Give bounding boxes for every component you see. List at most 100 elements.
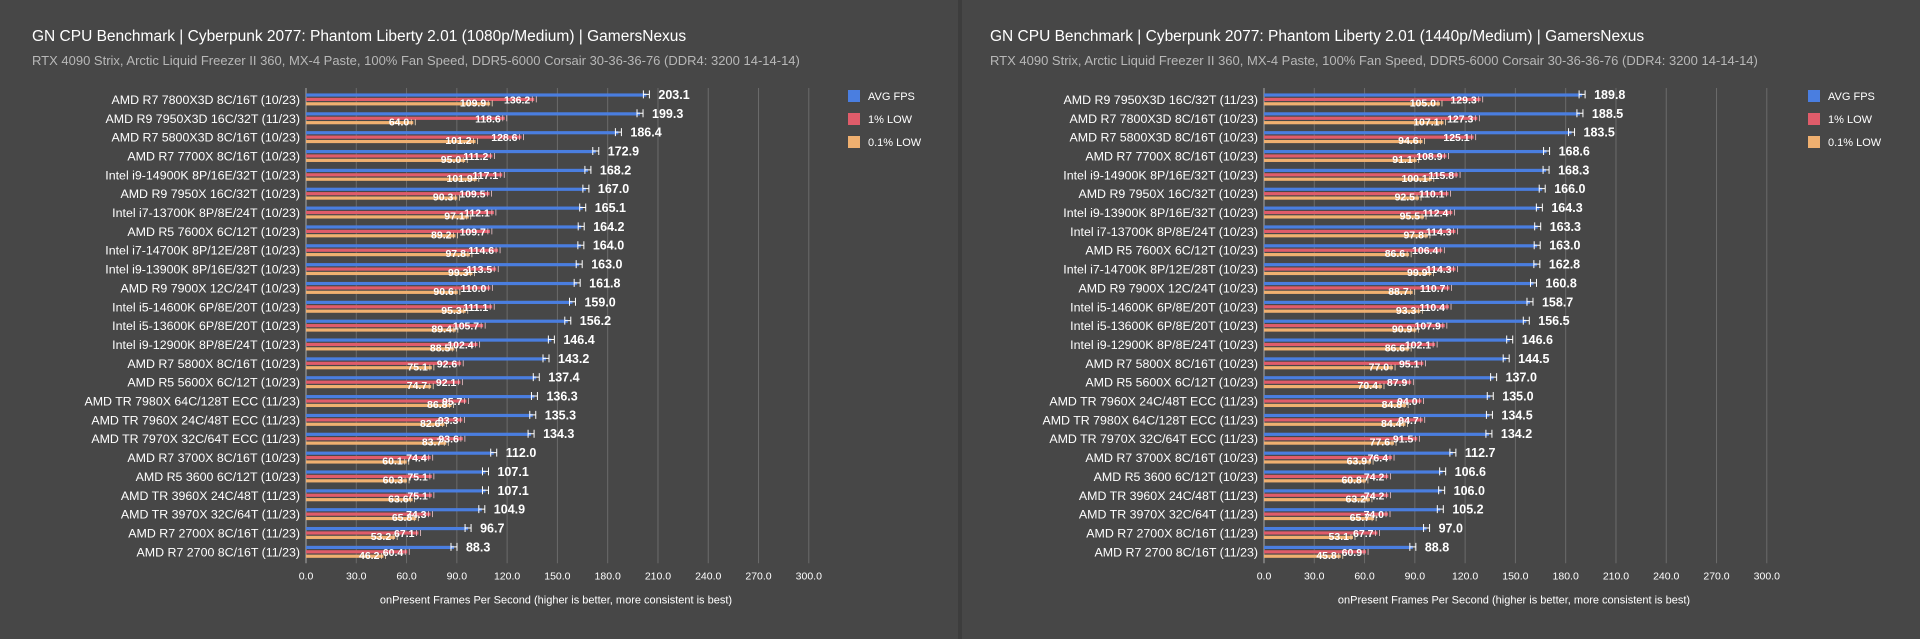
bar-1pct-low xyxy=(306,361,462,365)
bar-avg-fps xyxy=(306,357,547,361)
error-bar-01pct xyxy=(413,515,419,522)
bar-chart-1080p: 0.0 30.0 60.0 90.0 120.0 150.0 180.0 210.0 240.0… xyxy=(84,88,921,606)
bar-01pct-low xyxy=(306,516,417,521)
category-label: AMD R7 5800X3D 8C/16T (10/23) xyxy=(112,131,300,145)
error-bar-1pct xyxy=(1446,190,1451,197)
bar-avg-fps xyxy=(306,206,583,210)
low-1pct-value-label: 125.1 xyxy=(1443,132,1469,144)
bar-01pct-low xyxy=(306,121,414,125)
error-bar-avg xyxy=(1409,542,1417,551)
category-label: Intel i5-14600K 6P/8E/20T (10/23) xyxy=(112,300,300,314)
bar-avg-fps xyxy=(1264,187,1543,191)
bar-1pct-low xyxy=(306,342,478,347)
bar-1pct-low xyxy=(306,399,467,403)
bar-01pct-low xyxy=(306,309,466,313)
bar-01pct-low xyxy=(1264,121,1444,125)
bar-01pct-low xyxy=(1264,384,1382,389)
avg-fps-value-label: 105.2 xyxy=(1452,503,1483,517)
error-bar-01pct xyxy=(1425,232,1431,239)
error-bar-1pct xyxy=(475,341,481,348)
category-label: Intel i7-13700K 8P/8E/24T (10/23) xyxy=(112,206,300,220)
low-1pct-value-label: 114.3 xyxy=(1426,226,1452,238)
bar-01pct-low xyxy=(306,403,452,408)
bar-avg-fps xyxy=(306,244,581,248)
category-label: AMD R9 7950X 16C/32T (10/23) xyxy=(1078,187,1258,201)
legend-swatch xyxy=(1808,136,1820,148)
bar-avg-fps xyxy=(306,432,532,436)
low-1pct-value-label: 113.5 xyxy=(467,264,493,276)
bar-avg-fps xyxy=(1264,545,1413,550)
low-1pct-value-label: 74.2 xyxy=(1364,471,1385,483)
low-1pct-value-label: 67.7 xyxy=(1353,528,1374,540)
error-bar-01pct xyxy=(470,270,475,277)
error-bar-01pct xyxy=(1403,402,1409,409)
avg-fps-value-label: 88.3 xyxy=(466,540,490,554)
error-bar-01pct xyxy=(1413,326,1419,333)
bar-avg-fps xyxy=(306,93,647,97)
error-bar-01pct xyxy=(487,100,493,107)
low-1pct-value-label: 109.7 xyxy=(460,226,486,238)
bar-01pct-low xyxy=(1264,177,1432,181)
legend-swatch xyxy=(848,113,860,125)
avg-fps-value-label: 146.6 xyxy=(1522,333,1553,347)
x-tick-label: 210.0 xyxy=(645,570,671,582)
category-label: AMD TR 7970X 32C/64T ECC (11/23) xyxy=(1049,432,1258,446)
error-bar-avg xyxy=(1502,354,1510,363)
avg-fps-value-label: 144.5 xyxy=(1518,352,1549,366)
bar-1pct-low xyxy=(1264,229,1456,233)
legend-label: AVG FPS xyxy=(868,91,915,103)
bar-avg-fps xyxy=(306,168,588,173)
error-bar-01pct xyxy=(410,119,416,126)
avg-fps-value-label: 161.8 xyxy=(589,276,620,290)
low-01pct-value-label: 88.7 xyxy=(1388,286,1409,298)
bar-avg-fps xyxy=(306,526,469,531)
error-bar-01pct xyxy=(463,307,469,314)
low-1pct-value-label: 93.3 xyxy=(438,415,459,427)
error-bar-01pct xyxy=(467,251,473,258)
bar-avg-fps xyxy=(1264,319,1527,323)
error-bar-01pct xyxy=(1406,345,1412,352)
bar-01pct-low xyxy=(306,441,447,445)
error-bar-avg xyxy=(1543,146,1551,155)
bar-avg-fps xyxy=(306,263,580,267)
bar-01pct-low xyxy=(1264,271,1432,276)
legend-swatch xyxy=(848,90,860,102)
error-bar-01pct xyxy=(1420,138,1425,145)
avg-fps-value-label: 172.9 xyxy=(608,144,639,158)
bar-1pct-low xyxy=(306,154,493,158)
bar-1pct-low xyxy=(1264,286,1450,290)
legend-label: AVG FPS xyxy=(1828,91,1875,103)
low-01pct-value-label: 101.2 xyxy=(445,135,471,147)
low-1pct-value-label: 60.4 xyxy=(383,547,404,559)
error-bar-1pct xyxy=(428,511,433,518)
low-01pct-value-label: 105.0 xyxy=(1410,97,1436,109)
avg-fps-value-label: 168.2 xyxy=(600,163,631,177)
error-bar-01pct xyxy=(410,496,415,503)
low-1pct-value-label: 110.7 xyxy=(1420,283,1446,295)
error-bar-avg xyxy=(1530,278,1538,287)
low-01pct-value-label: 75.1 xyxy=(407,361,428,373)
error-bar-01pct xyxy=(1429,270,1434,277)
low-01pct-value-label: 99.9 xyxy=(1407,267,1428,279)
category-label: AMD TR 3970X 32C/64T (11/23) xyxy=(121,508,300,522)
low-01pct-value-label: 107.1 xyxy=(1413,116,1439,128)
bar-avg-fps xyxy=(1264,413,1490,418)
bar-1pct-low xyxy=(1264,380,1412,384)
error-bar-avg xyxy=(1486,392,1494,401)
low-01pct-value-label: 82.6 xyxy=(420,418,441,430)
legend-swatch xyxy=(1808,113,1820,125)
bar-1pct-low xyxy=(306,474,432,479)
bar-avg-fps xyxy=(306,489,486,493)
x-tick-label: 120.0 xyxy=(1452,570,1478,582)
category-label: AMD R7 2700 8C/16T (11/23) xyxy=(1095,545,1258,559)
x-tick-label: 180.0 xyxy=(1553,570,1579,582)
error-bar-avg xyxy=(464,523,472,532)
avg-fps-value-label: 104.9 xyxy=(494,503,525,517)
bar-avg-fps xyxy=(306,545,454,550)
bar-avg-fps xyxy=(306,281,578,286)
bar-01pct-low xyxy=(306,384,432,389)
error-bar-avg xyxy=(1576,109,1584,118)
bar-1pct-low xyxy=(1264,192,1449,196)
error-bar-1pct xyxy=(404,548,410,555)
low-1pct-value-label: 118.6 xyxy=(475,113,501,125)
